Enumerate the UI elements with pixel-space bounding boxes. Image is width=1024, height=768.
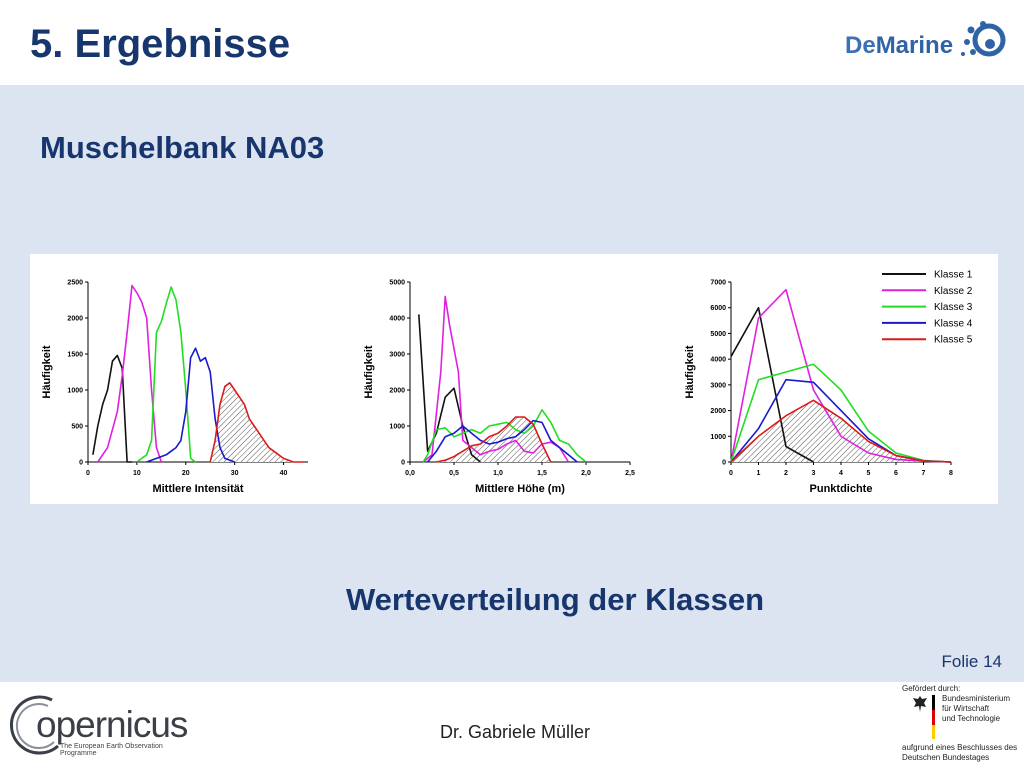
x-tick-label: 2,0 [581, 470, 591, 477]
y-tick-label: 7000 [710, 280, 726, 287]
legend-label: Klasse 4 [934, 318, 973, 329]
y-tick-label: 5000 [389, 280, 405, 287]
chart-3: 0 1 2 3 4 5 6 7 8 0 1000 2000 3000 4000 5000 6000 7000 Pu… [684, 270, 973, 496]
series-line [146, 347, 235, 463]
y-tick-label: 2000 [389, 388, 405, 395]
x-tick-label: 10 [133, 470, 141, 477]
y-tick-label: 4000 [710, 357, 726, 364]
chart-panel: 0 10 20 30 40 0 500 1000 1500 2000 2500 Mittlere In… [30, 254, 998, 504]
x-tick-label: 0,5 [449, 470, 459, 477]
x-tick-label: 8 [949, 470, 953, 477]
x-tick-label: 0 [729, 470, 733, 477]
y-tick-label: 500 [71, 424, 83, 431]
series-line [97, 284, 163, 463]
x-tick-label: 20 [182, 470, 190, 477]
x-tick-label: 1,5 [537, 470, 547, 477]
y-tick-label: 2500 [67, 280, 83, 287]
x-tick-label: 0,0 [405, 470, 415, 477]
legend-label: Klasse 2 [934, 286, 973, 297]
ministry-name: Bundesministerium für Wirtschaft und Tec… [942, 694, 1011, 723]
series-line [418, 314, 481, 463]
bmwi-logo: Gefördert durch: Bundesministerium für W… [900, 683, 1024, 768]
copernicus-c-icon [9, 695, 59, 755]
x-tick-label: 30 [231, 470, 239, 477]
chart-1: 0 10 20 30 40 0 500 1000 1500 2000 2500 Mittlere In… [41, 280, 308, 495]
x-tick-label: 3 [812, 470, 816, 477]
series-line [422, 409, 587, 463]
x-axis-label: Mittlere Intensität [152, 483, 243, 495]
figure-caption: Werteverteilung der Klassen [345, 582, 765, 617]
y-tick-label: 1500 [67, 352, 83, 359]
series-line [209, 382, 304, 463]
x-tick-label: 2,5 [625, 470, 635, 477]
y-tick-label: 4000 [389, 316, 405, 323]
slide-number: Folie 14 [941, 652, 1002, 671]
x-tick-label: 5 [867, 470, 871, 477]
legend-label: Klasse 3 [934, 302, 973, 313]
y-tick-label: 2000 [710, 408, 726, 415]
x-tick-label: 1 [757, 470, 761, 477]
chart-2: 0,0 0,5 1,0 1,5 2,0 2,5 0 1000 2000 3000 4000 5000 M… [363, 280, 635, 496]
copernicus-tagline: The European Earth Observation Programme [60, 743, 163, 757]
hatched-area [210, 382, 304, 462]
author-name: Dr. Gabriele Müller [439, 722, 591, 742]
y-tick-label: 0 [79, 460, 83, 467]
y-tick-label: 0 [401, 460, 405, 467]
copernicus-name: opernicus [36, 704, 188, 745]
y-axis-label: Häufigkeit [41, 345, 53, 399]
demarine-logo: DeMarine [845, 14, 1010, 64]
series-line [426, 419, 578, 463]
series-line [436, 416, 552, 463]
x-tick-label: 6 [894, 470, 898, 477]
y-axis-label: Häufigkeit [684, 345, 696, 399]
x-tick-label: 0 [86, 470, 90, 477]
y-tick-label: 6000 [710, 305, 726, 312]
y-axis-label: Häufigkeit [363, 345, 375, 399]
slide-header: 5. Ergebnisse DeMarine [0, 0, 1024, 85]
series-line [730, 399, 952, 463]
copernicus-logo: opernicus The European Earth Observation… [8, 692, 198, 757]
x-tick-label: 40 [280, 470, 288, 477]
y-tick-label: 0 [722, 460, 726, 467]
series-line [92, 354, 132, 463]
demarine-logo-text: DeMarine [845, 32, 954, 59]
x-tick-label: 2 [784, 470, 788, 477]
funding-label: Gefördert durch: [902, 684, 961, 693]
y-tick-label: 3000 [389, 352, 405, 359]
eagle-icon [913, 696, 927, 712]
y-tick-label: 5000 [710, 331, 726, 338]
slide-subtitle: Muschelbank NA03 [40, 130, 325, 165]
bubbles-icon [961, 21, 1006, 57]
series-line [136, 286, 197, 463]
legend-label: Klasse 5 [934, 335, 973, 346]
x-axis-label: Mittlere Höhe (m) [475, 483, 565, 495]
x-tick-label: 7 [922, 470, 926, 477]
german-flag-icon [932, 695, 935, 739]
y-tick-label: 1000 [389, 424, 405, 431]
slide-title: 5. Ergebnisse [30, 22, 291, 66]
series-line [730, 288, 952, 463]
x-axis-label: Punktdichte [810, 483, 873, 495]
series-line [730, 306, 814, 463]
y-tick-label: 1000 [67, 388, 83, 395]
legend-label: Klasse 1 [934, 270, 973, 281]
y-tick-label: 1000 [710, 434, 726, 441]
x-tick-label: 4 [839, 470, 843, 477]
y-tick-label: 3000 [710, 382, 726, 389]
series-line [730, 363, 952, 463]
y-tick-label: 2000 [67, 316, 83, 323]
bundestag-note: aufgrund eines Beschlusses des Deutschen… [902, 743, 1018, 762]
slide-footer [0, 682, 1024, 768]
x-tick-label: 1,0 [493, 470, 503, 477]
